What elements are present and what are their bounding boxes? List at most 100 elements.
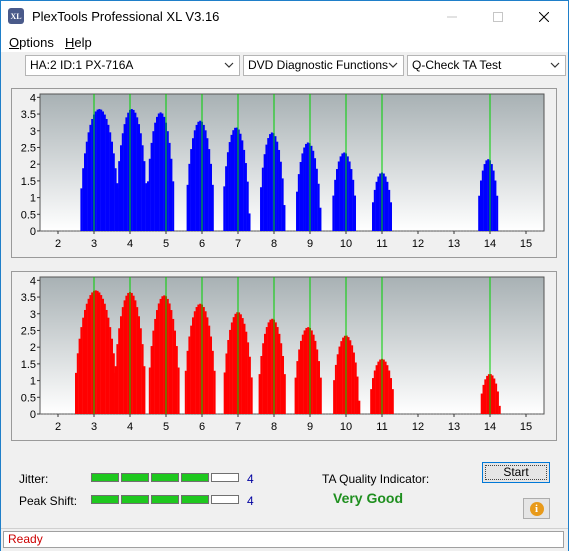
data-bar (481, 170, 484, 231)
data-bar (248, 356, 251, 414)
data-bar (236, 312, 239, 414)
data-bar (134, 300, 137, 414)
data-bar (228, 142, 231, 231)
data-bar (334, 364, 337, 414)
data-bar (372, 202, 374, 231)
data-bar (103, 303, 106, 414)
menu-help[interactable]: Help (65, 35, 92, 50)
data-bar (232, 130, 235, 231)
data-bar (138, 124, 140, 231)
function-select[interactable]: DVD Diagnostic Functions (243, 55, 404, 76)
bottom-chart-panel: 0 0.5 1 1.5 2 2.5 3 3.5 4 2 3 4 5 6 7 8 9 10 11 12 13 14 15 (11, 271, 557, 441)
data-bar (301, 334, 304, 414)
x-tick-label: 6 (199, 238, 205, 250)
x-tick-label: 7 (235, 421, 241, 433)
y-tick-label: 3.5 (21, 109, 36, 121)
maximize-icon[interactable] (475, 1, 521, 32)
data-bar (118, 328, 121, 414)
x-tick-label: 4 (127, 238, 133, 250)
data-bar (188, 336, 191, 414)
x-tick-label: 10 (340, 238, 352, 250)
data-bar (150, 142, 153, 231)
data-bar (283, 374, 286, 414)
data-bar (496, 391, 499, 414)
meter-segment (151, 495, 179, 504)
data-bar (148, 367, 151, 414)
meter-segment (151, 473, 179, 482)
x-tick-label: 9 (307, 421, 313, 433)
data-bar (260, 187, 263, 231)
data-bar (339, 156, 342, 231)
data-bar (199, 303, 202, 414)
data-bar (78, 338, 81, 414)
data-bar (190, 149, 193, 231)
data-bar (478, 195, 481, 231)
data-bar (157, 303, 160, 414)
data-bar (85, 141, 88, 231)
meter-segment (91, 495, 119, 504)
data-bar (373, 189, 376, 231)
data-bar (267, 322, 270, 414)
data-bar (300, 340, 302, 414)
data-bar (482, 384, 485, 414)
data-bar (261, 167, 264, 231)
y-tick-label: 3 (30, 126, 36, 138)
data-bar (278, 333, 281, 414)
x-tick-label: 2 (55, 421, 61, 433)
data-bar (384, 361, 387, 414)
menu-options[interactable]: Options (9, 35, 54, 50)
data-bar (274, 322, 277, 414)
data-bar (172, 318, 175, 414)
y-tick-label: 0.5 (21, 392, 36, 404)
data-bar (351, 345, 354, 414)
y-tick-label: 2 (30, 159, 36, 171)
data-bar (307, 327, 310, 414)
test-select[interactable]: Q-Check TA Test (407, 55, 566, 76)
data-bar (337, 161, 340, 231)
data-bar (91, 292, 94, 414)
y-tick-label: 3 (30, 309, 36, 321)
data-bar (192, 317, 194, 414)
data-bar (386, 181, 389, 231)
data-bar (490, 164, 493, 231)
info-button[interactable]: i (523, 498, 550, 519)
data-bar (303, 330, 306, 414)
data-bar (127, 292, 130, 414)
data-bar (377, 361, 380, 414)
close-icon[interactable] (521, 1, 567, 32)
minimize-icon[interactable] (429, 1, 475, 32)
data-bar (121, 133, 124, 231)
data-bar (229, 329, 232, 414)
y-tick-label: 2 (30, 342, 36, 354)
x-tick-label: 14 (484, 238, 496, 250)
meter-segment (121, 473, 149, 482)
data-bar (170, 310, 173, 414)
data-bar (208, 149, 211, 231)
data-bar (384, 176, 387, 231)
data-bar (132, 295, 135, 414)
data-bar (190, 325, 193, 414)
data-bar (269, 319, 272, 414)
data-bar (226, 152, 229, 231)
data-bar (486, 375, 489, 414)
data-bar (223, 186, 226, 231)
start-button[interactable]: Start (482, 462, 550, 483)
y-tick-label: 4 (30, 92, 36, 104)
data-bar (241, 318, 244, 414)
data-bar (243, 149, 246, 231)
data-bar (314, 158, 317, 231)
drive-select[interactable]: HA:2 ID:1 PX-716A (25, 55, 240, 76)
data-bar (244, 163, 247, 231)
data-bar (227, 339, 230, 414)
data-bar (103, 114, 106, 231)
data-bar (156, 310, 158, 414)
data-bar (147, 181, 149, 231)
data-bar (111, 141, 113, 231)
data-bar (498, 405, 501, 414)
drive-select-value: HA:2 ID:1 PX-716A (30, 58, 134, 72)
data-bar (317, 183, 320, 231)
data-bar (163, 116, 166, 231)
data-bar (141, 145, 144, 231)
data-bar (241, 140, 244, 231)
data-bar (352, 352, 355, 414)
